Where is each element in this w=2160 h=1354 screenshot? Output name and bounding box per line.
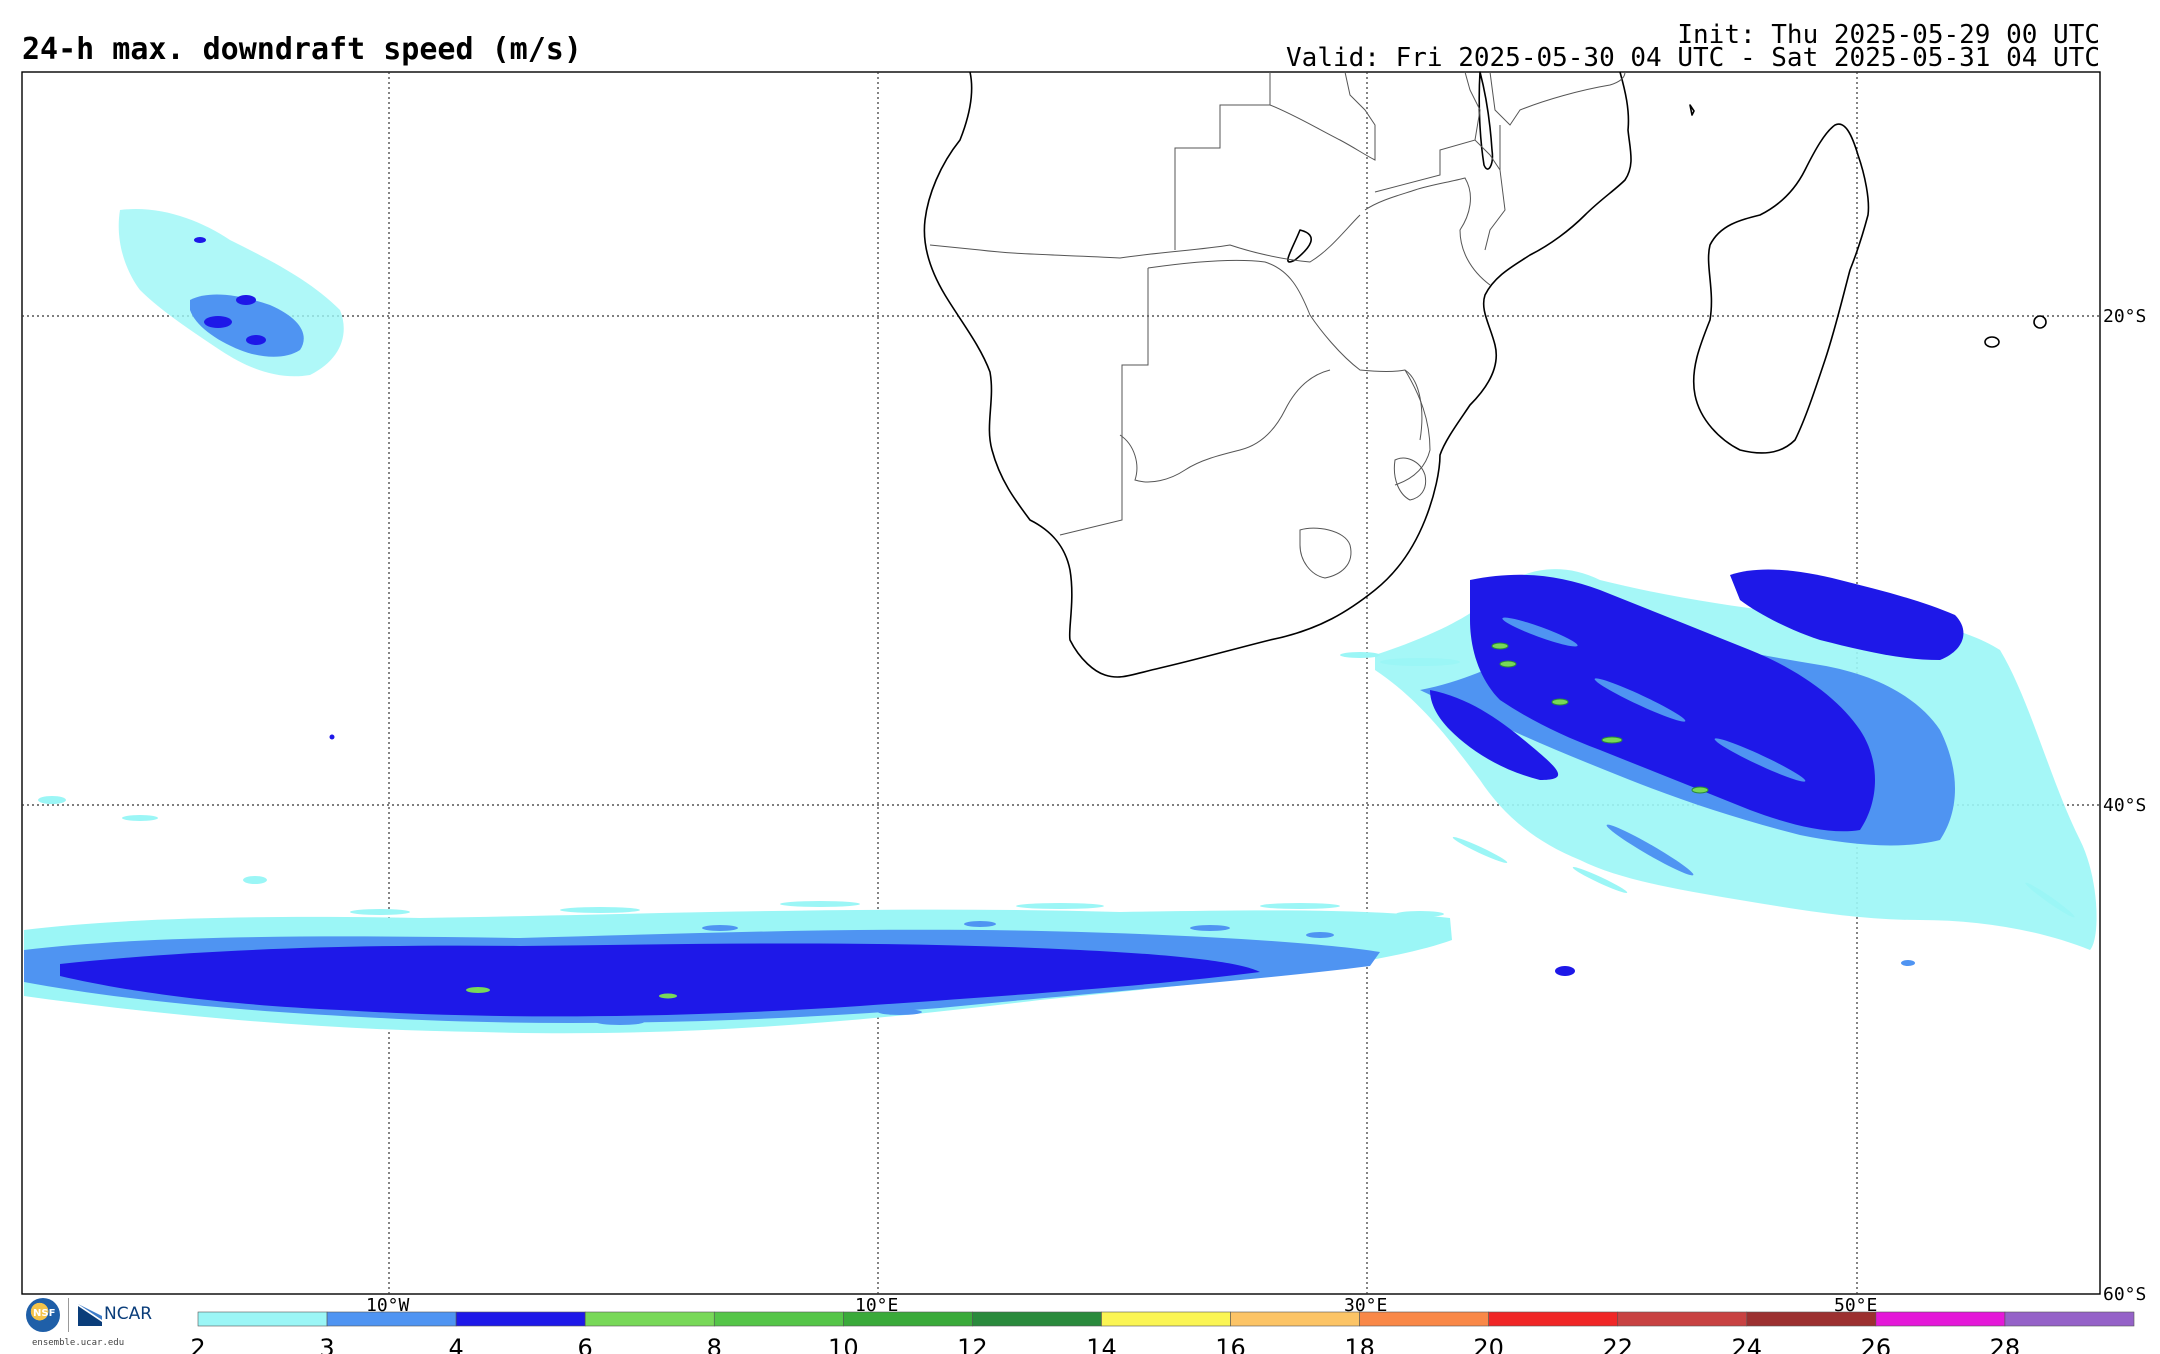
colorbar-swatch <box>584 1311 715 1327</box>
lon-label-50e: 50°E <box>1834 1295 1877 1316</box>
logos: NSF NCAR ensemble.ucar.edu <box>24 1298 174 1350</box>
logo-divider <box>68 1298 69 1332</box>
colorbar-label: 14 <box>1086 1334 1117 1354</box>
lon-label-10e: 10°E <box>855 1295 898 1316</box>
lon-label-30e: 30°E <box>1344 1295 1387 1316</box>
colorbar-label: 24 <box>1732 1334 1763 1354</box>
colorbar-swatch <box>843 1311 973 1327</box>
downdraft-band-atlantic <box>24 901 1452 1034</box>
colorbar-label: 3 <box>319 1334 334 1354</box>
colorbar-label: 12 <box>957 1334 988 1354</box>
colorbar-swatch <box>326 1311 457 1327</box>
colorbar-swatch <box>713 1311 844 1327</box>
colorbar-swatch <box>455 1311 586 1327</box>
axis-labels: 10°W 10°E 30°E 50°E 20°S 40°S 60°S <box>366 306 2146 1316</box>
africa-coastline <box>923 71 1632 678</box>
colorbar-swatch <box>1875 1311 2006 1327</box>
madagascar-coastline <box>1692 123 1870 454</box>
valid-time: Valid: Fri 2025-05-30 04 UTC - Sat 2025-… <box>1286 43 2100 73</box>
mauritius-coastline <box>1984 336 2000 348</box>
lat-label-20s: 20°S <box>2103 306 2146 327</box>
colorbar-label: 6 <box>578 1334 593 1354</box>
colorbar-label: 20 <box>1473 1334 1504 1354</box>
colorbar-label: 22 <box>1602 1334 1633 1354</box>
comoros-coastline <box>1689 104 1695 116</box>
colorbar-label: 16 <box>1215 1334 1246 1354</box>
site-url: ensemble.ucar.edu <box>32 1338 125 1348</box>
lon-label-10w: 10°W <box>366 1295 410 1316</box>
lat-label-60s: 60°S <box>2103 1284 2146 1305</box>
colorbar-label: 10 <box>828 1334 859 1354</box>
colorbar: 2 3 4 6 8 10 12 14 16 18 20 22 24 26 28 <box>190 1311 2135 1354</box>
colorbar-swatch <box>972 1311 1102 1327</box>
colorbar-swatch <box>1230 1311 1360 1327</box>
nsf-logo-icon: NSF <box>26 1298 60 1332</box>
colorbar-swatch <box>1617 1311 1748 1327</box>
init-time: Init: Thu 2025-05-29 00 UTC <box>1677 20 2100 50</box>
downdraft-field-indian-ocean <box>1340 569 2097 976</box>
lake-malawi-coastline <box>1478 71 1494 170</box>
coastlines <box>923 71 2047 678</box>
colorbar-swatch <box>1488 1311 1619 1327</box>
colorbar-swatch <box>2004 1311 2135 1327</box>
reunion-coastline <box>2033 315 2047 329</box>
colorbar-swatch <box>1101 1311 1231 1327</box>
colorbar-label: 18 <box>1344 1334 1375 1354</box>
colorbar-swatch <box>197 1311 328 1327</box>
nsf-logo-text: NSF <box>33 1308 56 1319</box>
colorbar-label: 8 <box>707 1334 722 1354</box>
colorbar-label: 28 <box>1990 1334 2021 1354</box>
ncar-logo-icon <box>78 1304 102 1326</box>
ncar-logo-text: NCAR <box>104 1304 153 1324</box>
country-borders <box>929 71 1626 579</box>
map-title: 24-h max. downdraft speed (m/s) <box>22 32 582 67</box>
colorbar-swatch <box>1746 1311 1877 1327</box>
colorbar-swatch <box>1359 1311 1489 1327</box>
colorbar-label: 2 <box>190 1334 205 1354</box>
colorbar-label: 4 <box>448 1334 463 1354</box>
downdraft-cluster-northwest <box>38 209 344 884</box>
colorbar-label: 26 <box>1861 1334 1892 1354</box>
lat-label-40s: 40°S <box>2103 795 2146 816</box>
